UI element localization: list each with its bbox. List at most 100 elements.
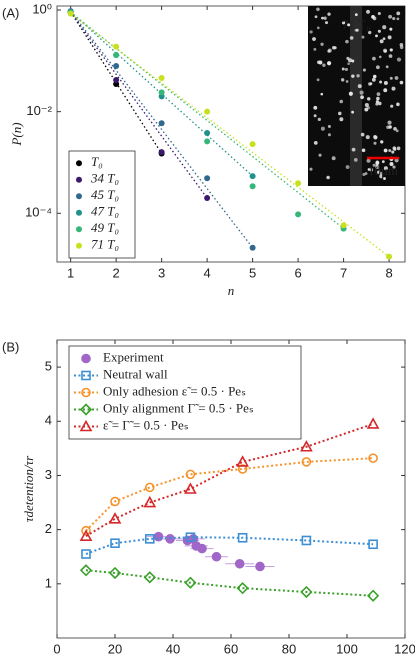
fit-line (70, 11, 208, 199)
inset-particle (366, 9, 370, 14)
panel-label: (B) (2, 339, 19, 354)
x-tick-label: 4 (204, 265, 211, 280)
legend-label: T₀ (91, 154, 103, 169)
inset-particle (367, 168, 371, 171)
inset-particle (391, 150, 395, 154)
legend-label: 49 T₀ (91, 220, 119, 235)
marker (386, 253, 393, 260)
inset-particle (316, 26, 320, 30)
marker (113, 52, 120, 59)
x-tick-label: 2 (113, 265, 120, 280)
inset-channel (350, 6, 362, 186)
y-tick-label: 3 (45, 467, 52, 482)
marker (366, 417, 380, 429)
marker (113, 63, 120, 70)
inset-particle (383, 88, 388, 93)
inset-particle (391, 86, 396, 91)
marker (368, 453, 378, 463)
inset-particle (316, 60, 321, 65)
marker (185, 532, 196, 543)
marker (301, 535, 312, 546)
x-tick-label: 60 (224, 641, 238, 656)
inset-particle (394, 76, 399, 80)
inset-particle (396, 102, 400, 107)
inset-particle (377, 29, 381, 33)
inset-particle (309, 167, 313, 171)
marker (255, 561, 265, 572)
inset-particle (313, 114, 317, 118)
fit-line (70, 11, 254, 177)
inset-particle (331, 156, 336, 161)
inset-particle (396, 57, 402, 62)
inset-particle (313, 141, 318, 145)
inset-particle (338, 111, 342, 116)
inset-particle (371, 15, 375, 19)
panel-label: (A) (2, 5, 19, 20)
marker (143, 571, 156, 584)
inset-particle (376, 92, 381, 96)
legend-label: Experiment (103, 349, 164, 364)
inset-particle (362, 68, 366, 72)
inset-particle (383, 166, 388, 171)
inset-particle (386, 125, 390, 130)
scale-bar-label: 10μm (368, 163, 398, 178)
inset-particle (320, 92, 324, 96)
inset-particle (392, 165, 396, 169)
legend-box (68, 345, 302, 440)
marker (204, 194, 211, 201)
inset-particle (368, 30, 372, 35)
inset-particle (341, 67, 345, 71)
marker (158, 74, 165, 81)
inset-particle (318, 153, 322, 157)
inset-particle (312, 37, 316, 41)
marker (184, 576, 197, 589)
inset-particle (359, 90, 364, 95)
legend-label: 71 T₀ (91, 237, 119, 252)
inset-particle (313, 47, 317, 51)
inset-particle (367, 97, 371, 101)
marker (153, 531, 164, 542)
legend-marker (76, 176, 82, 183)
inset-particle (396, 11, 401, 16)
series-line (85, 423, 374, 537)
inset-particle (320, 42, 324, 46)
inset-particle (377, 101, 382, 106)
marker (145, 534, 155, 544)
legend-label: ε̃ = Γ̃ = 0.5 · Peₛ (103, 417, 189, 432)
inset-particle (356, 74, 360, 78)
inset-particle (366, 106, 370, 110)
legend-label: Only adhesion ε̃ = 0.5 · Peₛ (103, 383, 246, 398)
y-tick-label: 1 (45, 575, 52, 590)
x-tick-label: 20 (108, 641, 122, 656)
inset-particle (354, 28, 358, 32)
marker (236, 582, 249, 595)
inset-particle (327, 124, 331, 128)
inset-particle (379, 174, 383, 179)
marker (249, 183, 256, 190)
marker (211, 551, 222, 562)
x-tick-label: 1 (67, 265, 74, 280)
inset-particle (349, 36, 354, 40)
x-tick-label: 8 (385, 265, 392, 280)
inset-particle (376, 96, 380, 101)
inset-particle (396, 17, 400, 21)
inset-particle (376, 170, 381, 175)
marker (236, 455, 249, 467)
inset-particle (351, 59, 355, 63)
inset-particle (309, 30, 313, 34)
inset-particle (389, 161, 394, 166)
inset-particle (396, 146, 401, 151)
inset-particle (385, 65, 389, 69)
inset-particle (372, 56, 376, 61)
fit-line (70, 13, 390, 258)
inset-particle (353, 158, 358, 162)
marker (300, 440, 313, 452)
marker (249, 141, 256, 148)
inset-particle (339, 117, 344, 122)
marker (184, 482, 197, 494)
marker (81, 525, 91, 536)
marker (368, 539, 378, 550)
marker (113, 43, 120, 50)
inset-particle (383, 148, 388, 153)
